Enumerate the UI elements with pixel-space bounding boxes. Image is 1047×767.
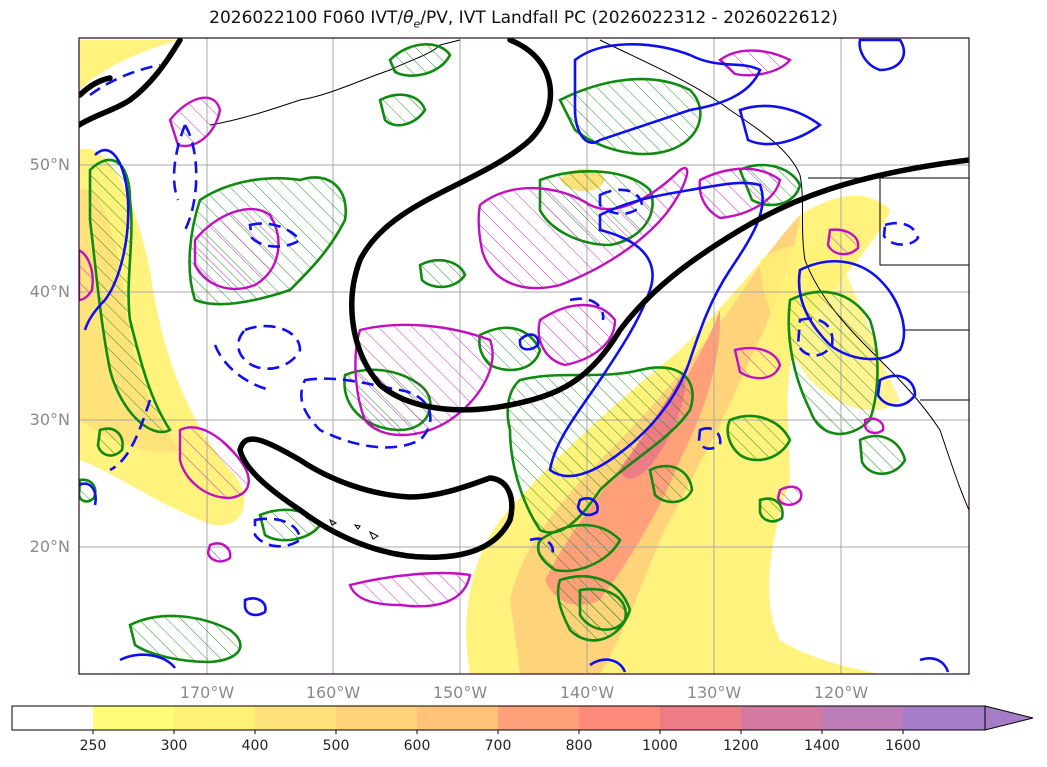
lat-label-50N: 50°N [29,155,70,174]
colorbar-segment [174,706,256,730]
lon-label-140W: 140°W [559,683,615,702]
theta-blue-solid [79,38,950,673]
colorbar-segment [93,706,175,730]
colorbar-tick-label: 500 [322,738,350,754]
colorbar-segment [903,706,985,730]
ivt-landfall-contours [79,38,969,561]
lon-label-170W: 170°W [179,683,235,702]
lat-label-20N: 20°N [29,537,70,556]
colorbar-segment [660,706,742,730]
colorbar-segment [12,706,94,730]
lat-label-40N: 40°N [29,282,70,301]
lon-label-130W: 130°W [686,683,742,702]
colorbar-tick-label: 300 [160,738,188,754]
colorbar-tick-label: 1000 [642,738,678,754]
lon-label-120W: 120°W [813,683,869,702]
map-frame [78,37,970,675]
lon-label-150W: 150°W [432,683,488,702]
colorbar-tick-label: 600 [403,738,431,754]
colorbar-segment [498,706,580,730]
colorbar-tick-label: 1600 [885,738,921,754]
colorbar-tick-label: 700 [484,738,512,754]
colorbar [11,705,1034,734]
colorbar-tick-label: 1200 [723,738,759,754]
map-title: 2026022100 F060 IVT/θe/PV, IVT Landfall … [209,8,838,31]
colorbar-segment [741,706,823,730]
colorbar-extend-arrow [984,705,1034,731]
colorbar-tick-label: 1400 [804,738,840,754]
colorbar-segment [579,706,661,730]
theta-blue-dashed [89,63,920,556]
colorbar-tick-label: 800 [565,738,593,754]
colorbar-segment [417,706,499,730]
colorbar-tick-label: 400 [241,738,269,754]
colorbar-segment [336,706,418,730]
coastlines [209,39,969,540]
lon-label-160W: 160°W [305,683,361,702]
colorbar-segment [255,706,337,730]
lat-label-30N: 30°N [29,410,70,429]
colorbar-segment [822,706,904,730]
colorbar-tick-label: 250 [79,738,107,754]
